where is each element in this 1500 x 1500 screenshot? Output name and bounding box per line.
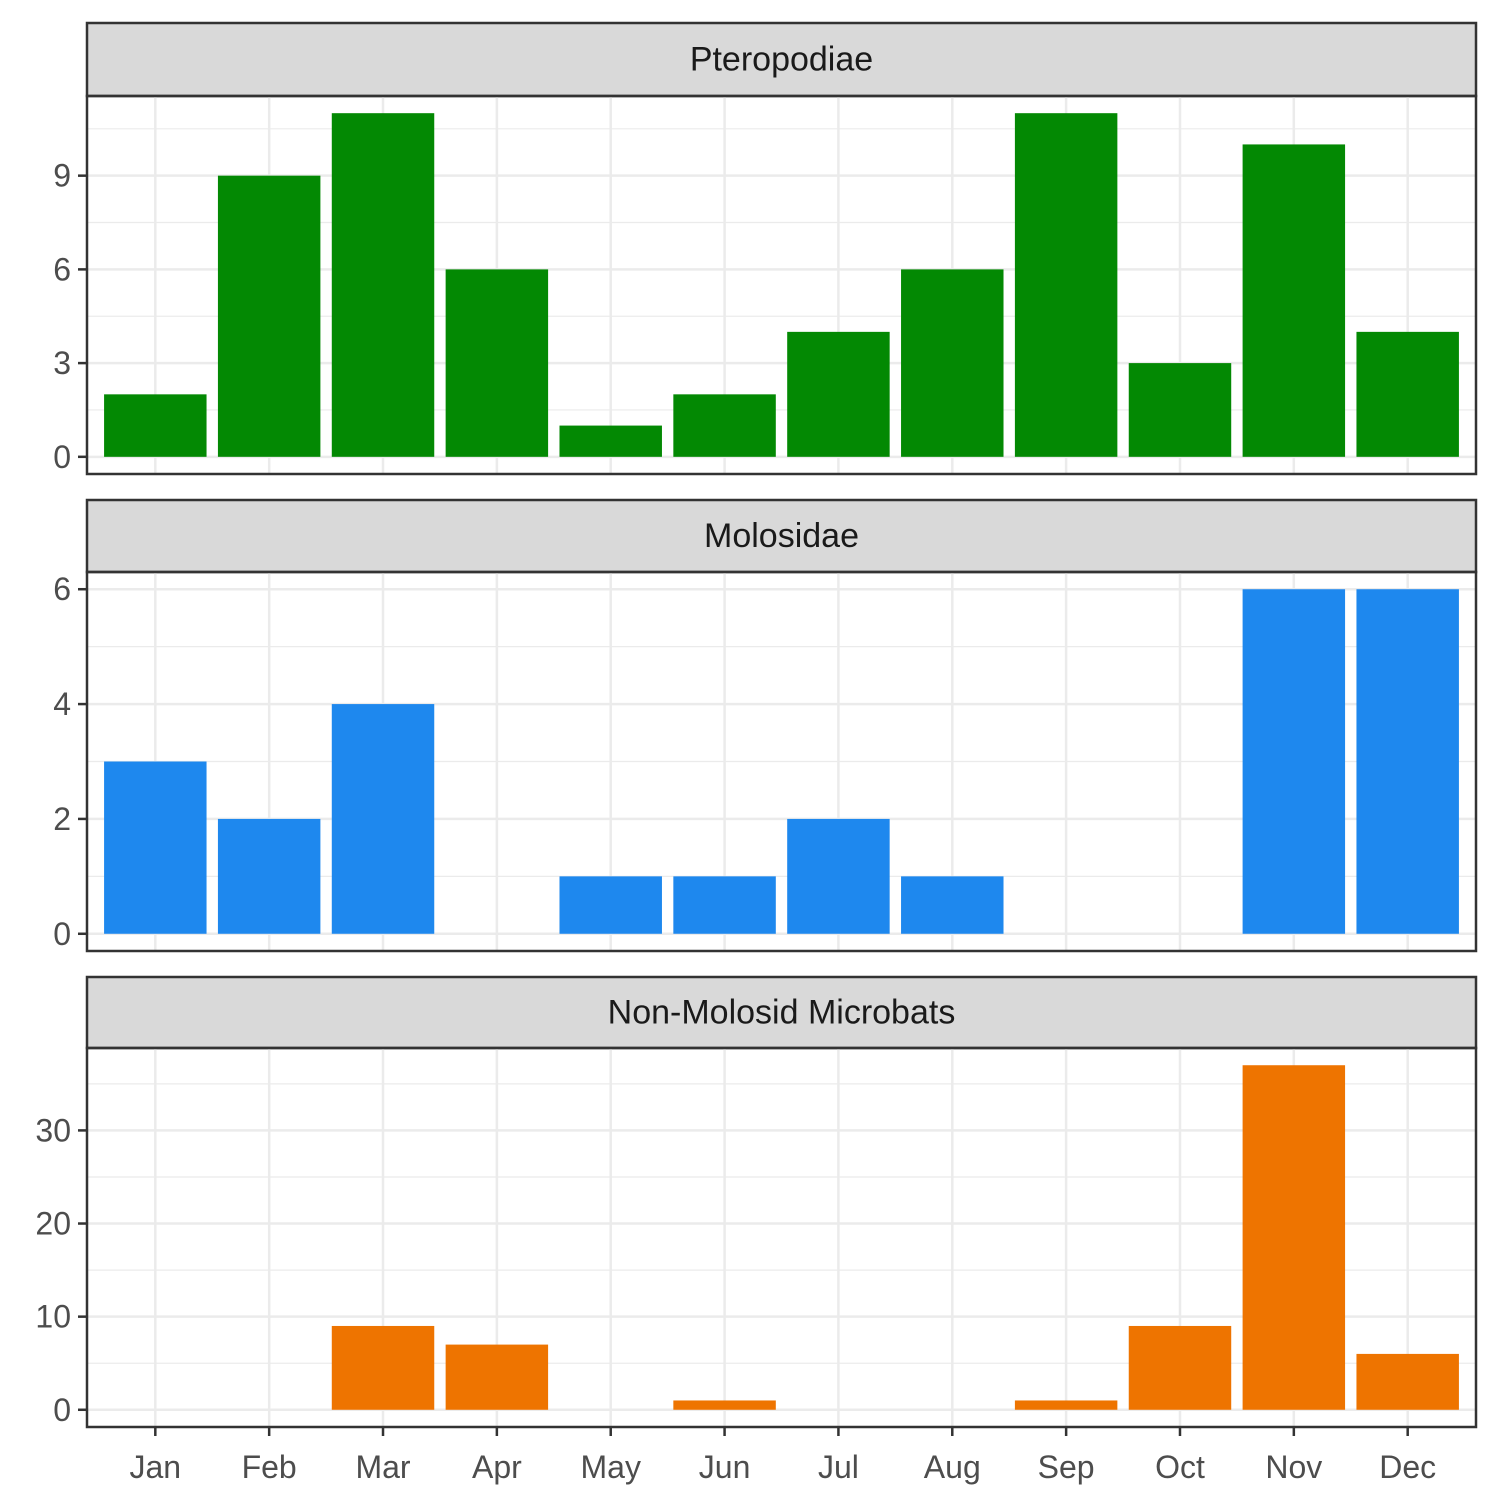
x-tick-label: May — [580, 1449, 640, 1485]
y-tick-label: 3 — [53, 345, 71, 381]
x-tick-label: Sep — [1038, 1449, 1095, 1485]
x-tick-label: Aug — [924, 1449, 981, 1485]
bar — [1356, 331, 1459, 457]
facet-title: Non-Molosid Microbats — [608, 994, 956, 1032]
facet-strip — [85, 21, 1478, 98]
bar — [559, 876, 662, 934]
panel-border — [85, 1046, 1478, 1429]
x-tick-label: Dec — [1379, 1449, 1436, 1485]
bar — [331, 704, 435, 934]
y-tick-label: 10 — [35, 1299, 71, 1335]
bar — [1128, 1325, 1232, 1410]
bar — [787, 331, 890, 457]
y-tick-label: 0 — [53, 439, 71, 475]
panel-border — [85, 94, 1478, 476]
facet-title: Pteropodiae — [690, 41, 873, 79]
bar — [1014, 1400, 1118, 1410]
bar — [787, 818, 890, 934]
bar — [331, 113, 435, 457]
facet-title: Molosidae — [704, 517, 859, 555]
bar — [1356, 1353, 1459, 1410]
bar — [445, 1344, 549, 1410]
y-tick-label: 30 — [35, 1112, 71, 1148]
facet-non-molosid-microbats: Non-Molosid Microbats 0 10 20 30 — [35, 975, 1478, 1429]
bar — [901, 269, 1004, 457]
bar — [901, 876, 1004, 934]
x-tick-label: Jun — [699, 1449, 751, 1485]
y-tick-label: 9 — [53, 158, 71, 194]
x-tick-label: Apr — [472, 1449, 522, 1485]
facet-pteropodiae: Pteropodiae 0 3 6 9 — [53, 21, 1478, 476]
y-tick-label: 0 — [53, 916, 71, 952]
bar — [1128, 363, 1232, 457]
x-tick-label: Nov — [1265, 1449, 1322, 1485]
bar — [559, 425, 662, 457]
bar — [1242, 589, 1346, 934]
panel-border — [85, 570, 1478, 953]
bar — [104, 394, 207, 457]
bar — [445, 269, 549, 457]
y-axis: 0 10 20 30 — [35, 1112, 87, 1428]
x-tick-label: Mar — [355, 1449, 410, 1485]
bar — [1242, 144, 1346, 457]
bar — [217, 175, 321, 457]
x-tick-label: Jul — [818, 1449, 859, 1485]
y-tick-label: 2 — [53, 801, 71, 837]
y-axis: 0 2 4 6 — [53, 571, 87, 952]
y-tick-label: 4 — [53, 686, 71, 722]
bar — [1242, 1065, 1346, 1410]
x-axis: Jan Feb Mar Apr May Jun Jul Aug Sep Oct Nov Dec — [130, 1427, 1436, 1485]
y-tick-label: 20 — [35, 1206, 71, 1242]
bars — [331, 1065, 1459, 1410]
bar — [1014, 113, 1118, 457]
bar — [673, 394, 776, 457]
y-tick-label: 6 — [53, 251, 71, 287]
bars — [104, 589, 1459, 934]
bar — [1356, 589, 1459, 934]
bar — [331, 1325, 435, 1410]
bar — [217, 818, 321, 934]
x-tick-label: Feb — [242, 1449, 297, 1485]
y-tick-label: 6 — [53, 571, 71, 607]
y-axis: 0 3 6 9 — [53, 158, 87, 475]
bar — [673, 876, 776, 934]
x-tick-label: Oct — [1155, 1449, 1205, 1485]
y-tick-label: 0 — [53, 1392, 71, 1428]
bar — [673, 1400, 776, 1410]
facet-molosidae: Molosidae 0 2 4 6 — [53, 498, 1478, 953]
bar — [104, 761, 207, 934]
facet-strip — [85, 498, 1478, 574]
x-tick-label: Jan — [130, 1449, 182, 1485]
bars — [104, 113, 1459, 457]
